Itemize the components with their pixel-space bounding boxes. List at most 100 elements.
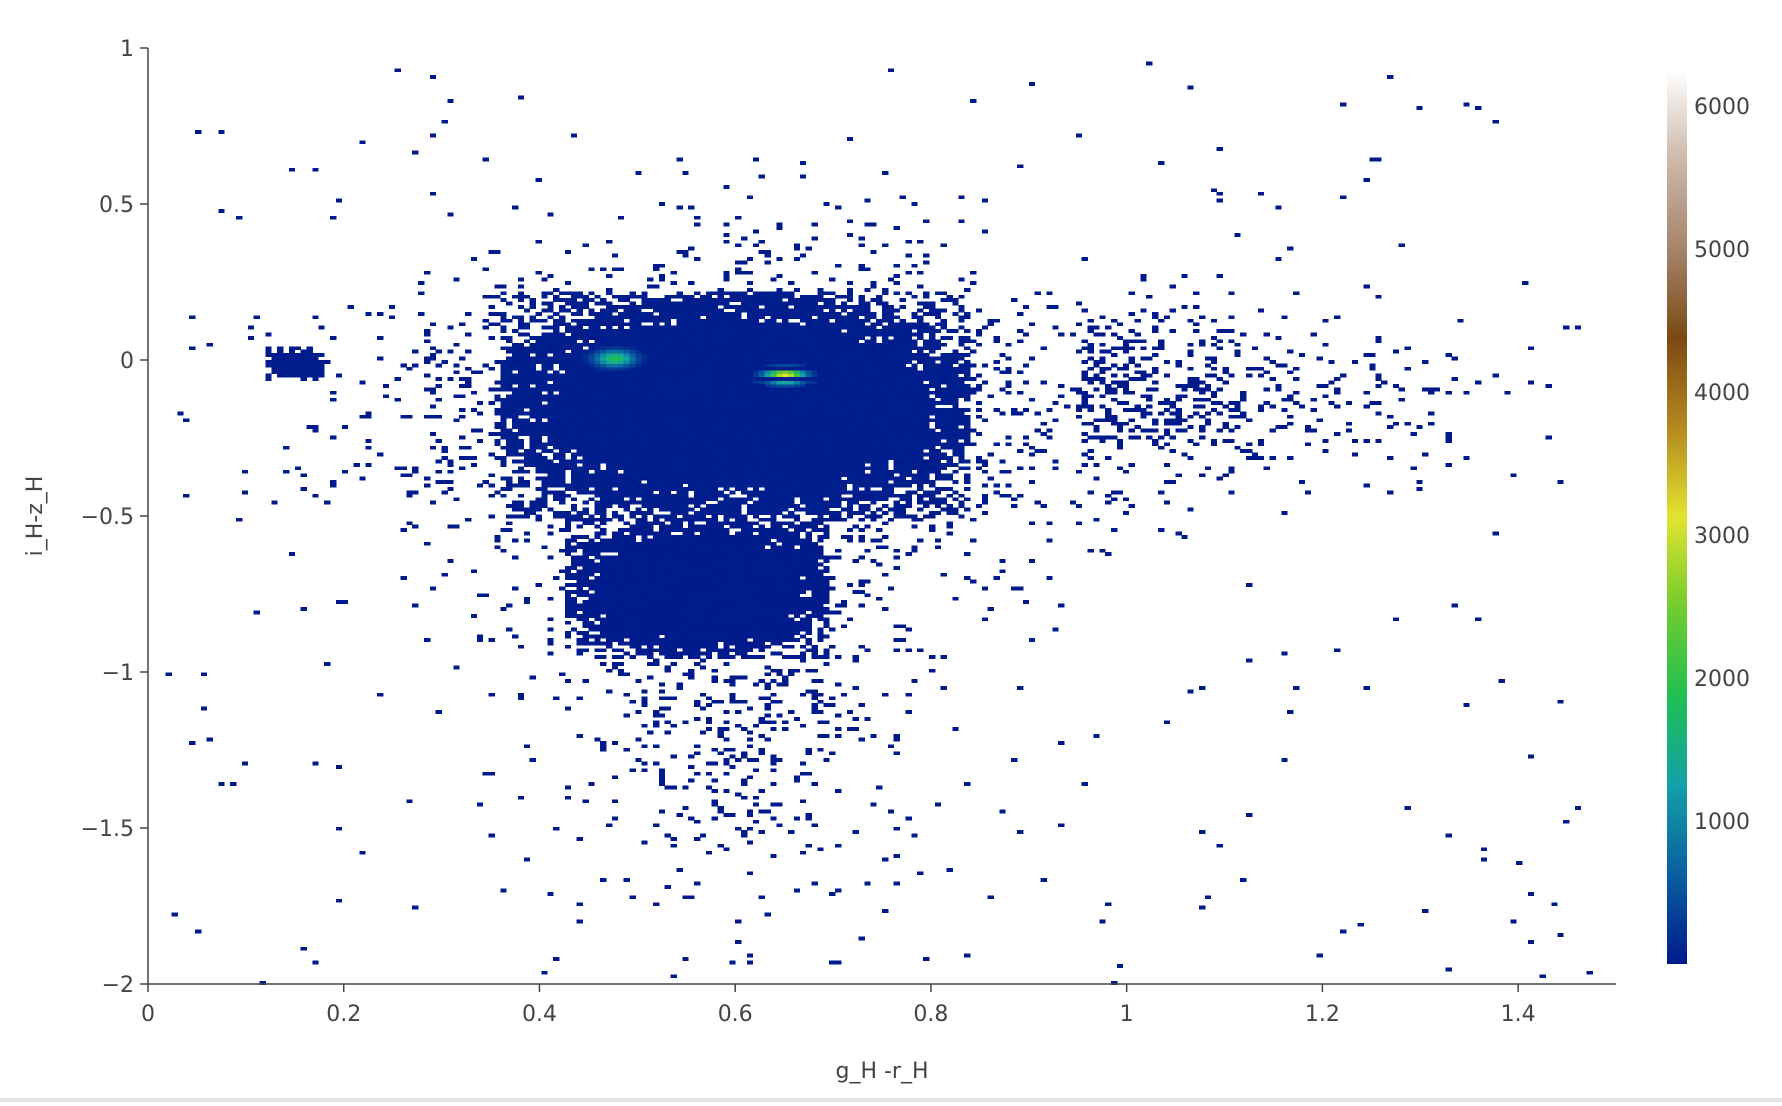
heatmap-bin [723, 452, 730, 457]
heatmap-bin [782, 370, 789, 375]
heatmap-bin [729, 497, 736, 502]
heatmap-bin [600, 521, 607, 526]
heatmap-bin [647, 373, 654, 378]
heatmap-bin [517, 421, 525, 426]
heatmap-bin [752, 404, 760, 409]
heatmap-bin [729, 514, 736, 519]
heatmap-bin [705, 438, 713, 443]
heatmap-bin [652, 318, 660, 323]
heatmap-bin [594, 634, 601, 639]
heatmap-bin [870, 490, 877, 495]
heatmap-bin [893, 360, 901, 364]
heatmap-bin [635, 644, 642, 649]
heatmap-bin [840, 325, 848, 330]
heatmap-bin [717, 370, 724, 375]
heatmap-bin [928, 390, 936, 395]
heatmap-bin [723, 497, 730, 502]
heatmap-bin [799, 356, 807, 361]
heatmap-bin [594, 366, 601, 371]
heatmap-bin [852, 425, 859, 430]
heatmap-bin [711, 504, 718, 508]
heatmap-bin [823, 511, 830, 515]
heatmap-bin [835, 315, 842, 320]
heatmap-bin [746, 476, 754, 481]
heatmap-bin [887, 438, 895, 443]
heatmap-bin [940, 335, 947, 340]
heatmap-bin [946, 421, 953, 426]
heatmap-bin [652, 425, 660, 430]
heatmap-bin [647, 473, 654, 478]
heatmap-bin [705, 342, 713, 347]
heatmap-bin [629, 637, 636, 642]
heatmap-bin [776, 377, 783, 381]
heatmap-bin [899, 401, 906, 406]
heatmap-bin [758, 301, 765, 306]
heatmap-bin [647, 449, 654, 454]
heatmap-bin [958, 353, 965, 357]
heatmap-bin [664, 535, 672, 539]
heatmap-bin [688, 318, 695, 323]
heatmap-bin [664, 552, 672, 557]
heatmap-bin [676, 414, 683, 419]
heatmap-bin [676, 428, 683, 433]
heatmap-bin [840, 349, 848, 354]
heatmap-bin [893, 408, 901, 412]
heatmap-bin [629, 500, 636, 505]
heatmap-bin [694, 349, 701, 354]
heatmap-bin [770, 380, 777, 385]
heatmap-bin [629, 432, 636, 436]
heatmap-bin [664, 353, 672, 357]
heatmap-bin [594, 500, 601, 505]
heatmap-bin [523, 449, 531, 454]
heatmap-bin [600, 298, 607, 303]
heatmap-bin [899, 497, 906, 502]
heatmap-bin [758, 507, 765, 512]
heatmap-bin [840, 294, 848, 299]
heatmap-bin [617, 418, 625, 423]
heatmap-bin [623, 473, 630, 478]
heatmap-bin [570, 408, 578, 412]
heatmap-bin [641, 335, 648, 340]
heatmap-bin [746, 449, 754, 454]
heatmap-bin [600, 329, 607, 333]
heatmap-bin [688, 315, 695, 320]
heatmap-bin [629, 565, 636, 570]
heatmap-bin [899, 356, 906, 361]
heatmap-bin [799, 380, 807, 385]
heatmap-bin [811, 325, 818, 330]
heatmap-bin [840, 353, 848, 357]
heatmap-bin [265, 360, 272, 364]
heatmap-bin [723, 500, 730, 505]
heatmap-bin [676, 408, 683, 412]
heatmap-bin [840, 401, 848, 406]
heatmap-bin [835, 318, 842, 323]
heatmap-bin [641, 569, 648, 574]
heatmap-bin [658, 497, 666, 502]
heatmap-bin [652, 356, 660, 361]
heatmap-bin [576, 325, 583, 330]
heatmap-bin [770, 339, 777, 344]
heatmap-bin [688, 397, 695, 402]
heatmap-bin [764, 442, 771, 447]
heatmap-bin [523, 349, 531, 354]
heatmap-bin [623, 634, 630, 639]
heatmap-bin [934, 486, 942, 491]
heatmap-bin [846, 411, 854, 416]
heatmap-bin [741, 377, 748, 381]
heatmap-bin [788, 408, 795, 412]
heatmap-bin [788, 335, 795, 340]
heatmap-bin [600, 624, 607, 629]
heatmap-bin [717, 294, 724, 299]
heatmap-bin [793, 473, 801, 478]
heatmap-bin [799, 456, 807, 460]
heatmap-bin [805, 363, 812, 368]
heatmap-bin [676, 473, 683, 478]
heatmap-bin [858, 421, 865, 426]
heatmap-bin [899, 473, 906, 478]
heatmap-bin [752, 473, 760, 478]
heatmap-bin [283, 356, 290, 361]
heatmap-bin [670, 469, 677, 474]
heatmap-bin [746, 445, 754, 450]
heatmap-bin [741, 473, 748, 478]
heatmap-bin [647, 490, 654, 495]
